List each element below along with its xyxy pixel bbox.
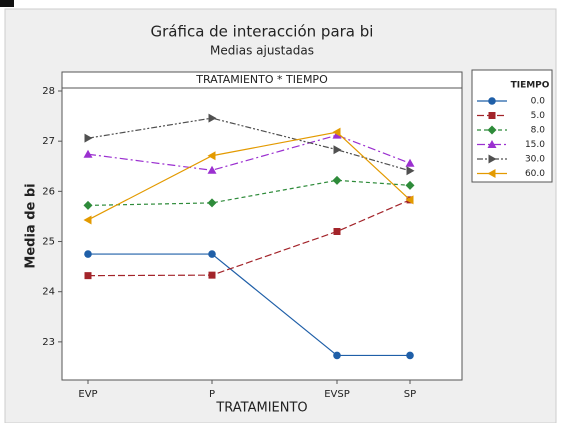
series-line [87,179,411,207]
y-tick-label: 28 [42,86,55,97]
marker [405,180,415,190]
chart-title: Gráfica de interacción para bi [151,23,374,41]
legend-marker [488,97,496,105]
marker [406,166,415,176]
marker [207,165,217,174]
legend-marker [488,112,496,119]
legend-label: 30.0 [525,155,545,165]
marker [406,351,414,360]
legend [471,69,553,183]
marker [84,272,92,280]
x-tick-label: P [209,389,215,400]
series-line [87,117,411,172]
chart-subtitle: Medias ajustadas [210,44,314,58]
series-line [87,131,411,221]
marker [208,250,216,258]
legend-title: TIEMPO [511,81,550,91]
legend-marker [487,169,496,178]
marker [83,149,93,158]
legend-label: 0.0 [531,97,546,107]
legend-marker [488,154,497,164]
legend-label: 5.0 [531,111,546,121]
legend-marker [487,125,497,135]
marker [207,151,216,161]
marker [83,200,93,210]
y-tick-label: 25 [42,237,55,248]
marker [333,351,341,360]
y-tick-label: 24 [42,287,55,298]
x-axis-label: TRATAMIENTO [215,401,307,416]
plot-area [61,71,463,381]
marker [333,227,341,235]
series-line [88,253,410,357]
legend-label: 60.0 [525,169,545,179]
legend-label: 8.0 [531,126,546,136]
marker [83,215,92,225]
marker [208,113,217,123]
marker [84,133,93,143]
x-tick-label: EVSP [324,389,350,400]
series-line [87,199,411,277]
marker [332,175,342,185]
marker [207,198,217,208]
y-axis-label: Media de bi [24,183,39,268]
y-tick-label: 26 [42,186,55,197]
marker [405,158,415,167]
marker [405,195,414,205]
marker [208,271,216,279]
x-tick-label: EVP [78,389,97,400]
legend-label: 15.0 [525,140,545,150]
y-tick-label: 23 [42,337,55,348]
x-tick-label: SP [404,389,416,400]
legend-marker [487,140,497,148]
window-icon [0,0,14,7]
marker [84,250,92,258]
series-line [87,134,411,171]
panel-title: TRATAMIENTO * TIEMPO [195,73,328,86]
marker [333,145,342,155]
marker [332,127,341,137]
y-tick-label: 27 [42,136,55,147]
